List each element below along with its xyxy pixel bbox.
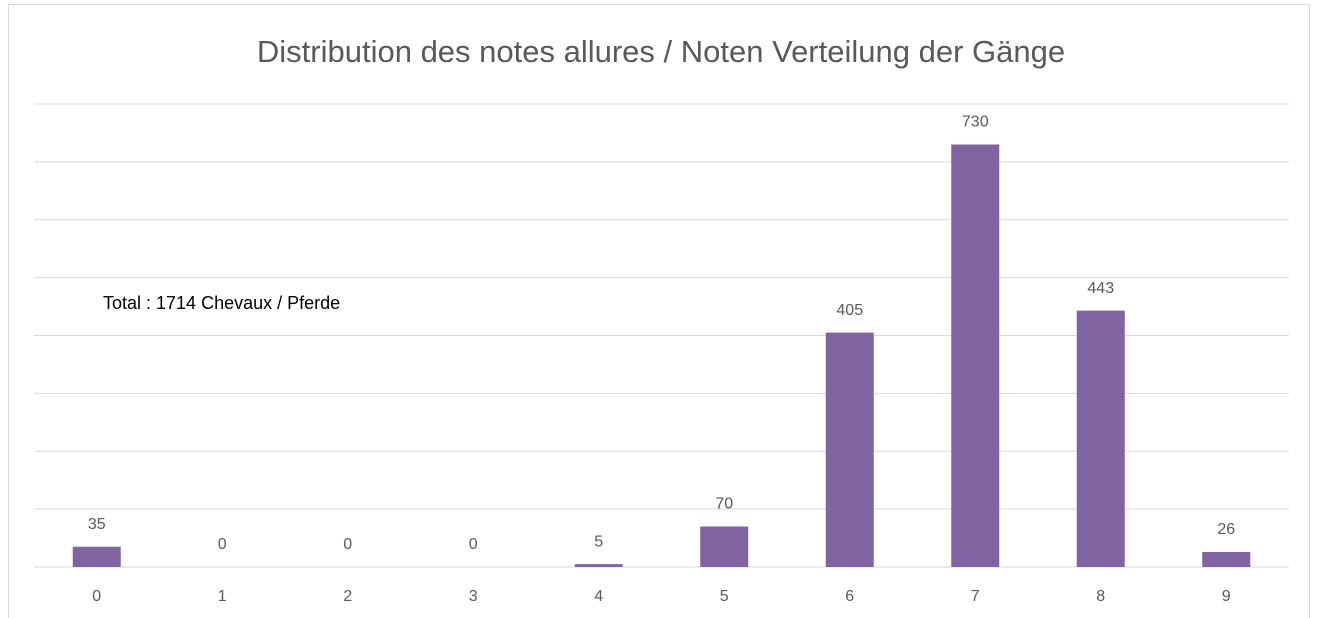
bar [72,546,121,567]
data-label: 730 [962,114,989,131]
bar [825,332,874,567]
x-tick-label: 2 [343,588,352,605]
data-label: 0 [218,536,227,553]
bar [574,564,623,567]
data-label: 70 [715,496,733,513]
bar [1076,310,1125,567]
data-label: 26 [1217,521,1235,538]
bar [700,526,749,567]
data-label: 0 [469,536,478,553]
bar [1202,551,1251,567]
x-tick-label: 6 [845,588,854,605]
x-tick-label: 3 [469,588,478,605]
x-tick-label: 9 [1222,588,1231,605]
annotation: Total : 1714 Chevaux / Pferde [103,293,340,313]
x-tick-label: 4 [594,588,603,605]
x-tick-label: 8 [1096,588,1105,605]
x-tick-label: 5 [720,588,729,605]
x-tick-label: 0 [92,588,101,605]
data-label: 35 [88,516,106,533]
data-label: 0 [343,536,352,553]
data-label: 5 [594,533,603,550]
data-label: 405 [836,302,863,319]
x-tick-label: 7 [971,588,980,605]
bar [951,144,1000,567]
data-label: 443 [1087,280,1114,297]
chart-title: Distribution des notes allures / Noten V… [257,34,1065,69]
x-tick-label: 1 [218,588,227,605]
